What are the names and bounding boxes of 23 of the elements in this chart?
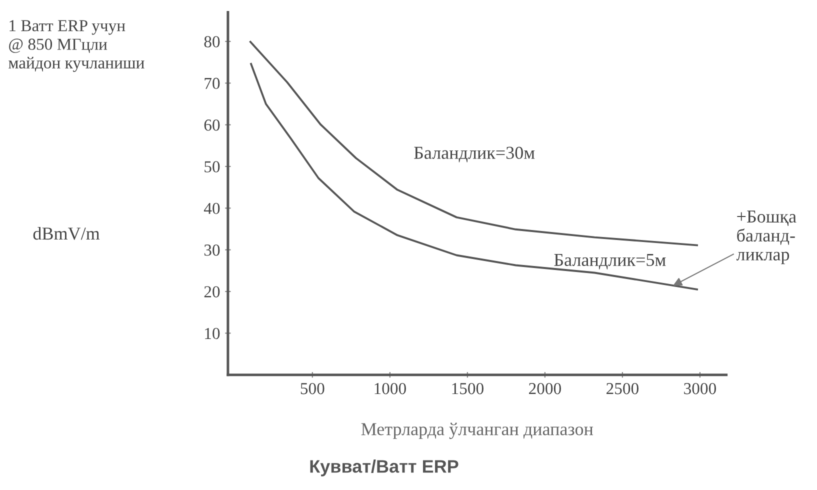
y-tick-label: 80: [204, 36, 220, 48]
text: dBmV/m: [33, 227, 100, 240]
y-tick-label: 30: [204, 244, 220, 256]
y-tick-label: 70: [204, 78, 220, 90]
annotation: +Бошқа баланд- ликлар: [736, 210, 796, 264]
y-tick-label: 60: [204, 119, 220, 131]
x-tick-label: 2000: [529, 382, 561, 394]
line-series: [249, 40, 698, 246]
x-tick-label: 2500: [606, 382, 638, 394]
y-tick-label: 50: [204, 161, 220, 172]
line-series: [250, 62, 698, 290]
x-tick-label: 3000: [684, 382, 716, 394]
series-label: Баландлик=30м: [414, 146, 535, 162]
y-tick-label: 40: [204, 202, 220, 214]
text: Кувват/Ватт ERP: [310, 460, 458, 476]
x-tick-label: 1000: [374, 382, 406, 394]
x-axis-title: Метрларда ўлчанган диапазон: [361, 422, 594, 439]
x-tick-label: 1500: [452, 382, 484, 394]
y-tick-label: 20: [204, 286, 220, 298]
x-tick-label: 500: [300, 382, 324, 394]
series-label: Баландлик=5м: [554, 254, 666, 270]
y-tick-label: 10: [205, 328, 220, 340]
y-axis-title: 1 Ватт ERP учун @ 850 МГцли майдон кучланиши: [8, 20, 144, 72]
